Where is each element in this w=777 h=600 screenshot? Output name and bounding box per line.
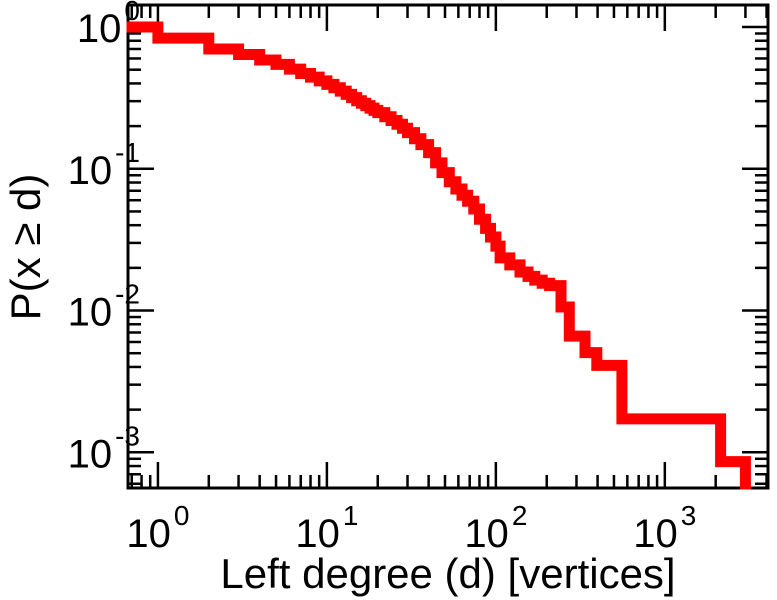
x-tick-label-1: 10 1: [295, 500, 358, 556]
axis-ticks: [128, 5, 768, 488]
x-tick-labels: 10 0 10 1 10 2 10 3: [126, 500, 696, 556]
x-axis-title: Left degree (d) [vertices]: [220, 550, 675, 597]
ccdf-curve: [126, 21, 751, 490]
y-tick-label-0: 10 0: [77, 0, 140, 51]
y-tick-label-3: 10 -3: [68, 420, 140, 476]
x-tick-label-2: 10 2: [464, 500, 527, 556]
plot-frame: [126, 3, 770, 490]
y-axis-title: P(x ≥ d): [2, 174, 49, 321]
x-tick-label-0: 10 0: [126, 500, 189, 556]
x-tick-label-3: 10 3: [633, 500, 696, 556]
y-tick-label-1: 10 -1: [68, 137, 140, 193]
y-tick-label-2: 10 -2: [68, 279, 140, 335]
